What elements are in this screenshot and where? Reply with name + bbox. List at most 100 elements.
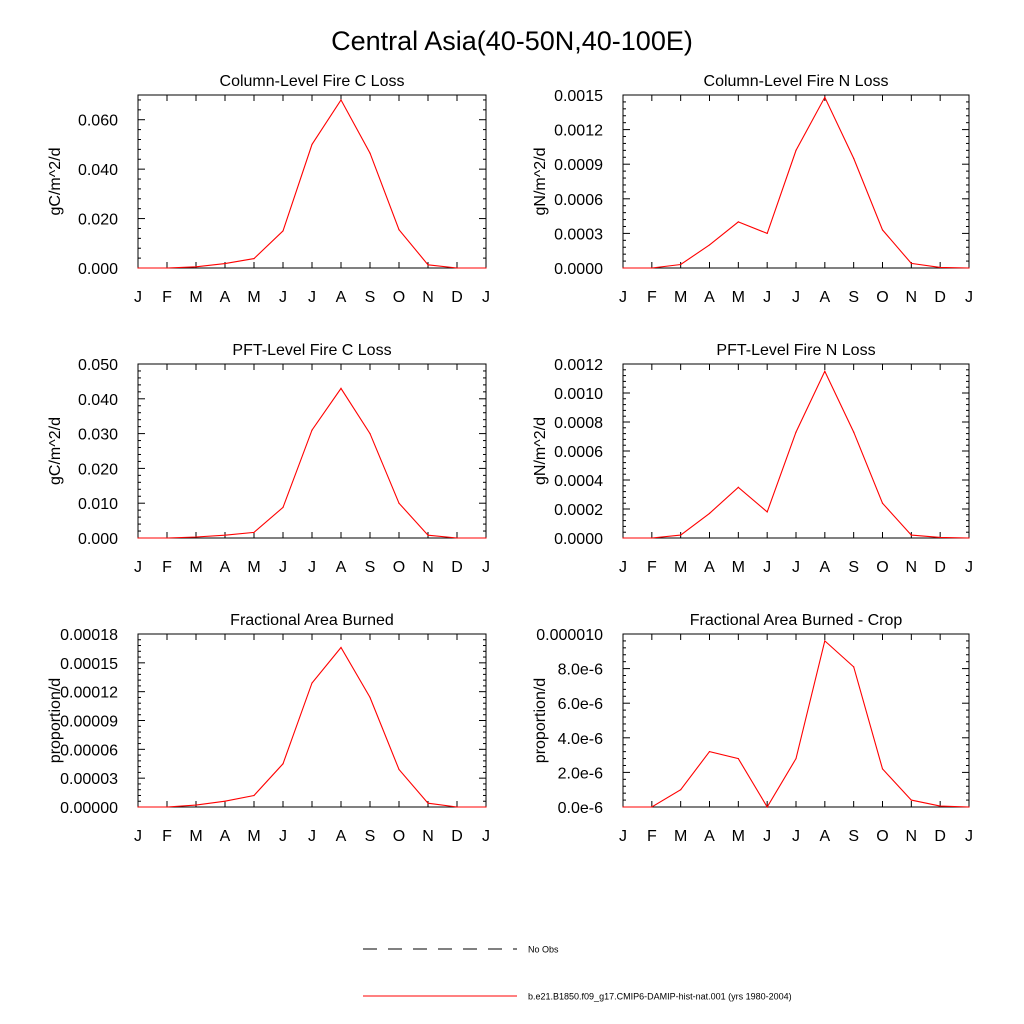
x-tick-label: J [134, 559, 142, 576]
legend-label-1: No Obs [528, 945, 559, 955]
y-tick-label: 0.040 [78, 162, 118, 179]
data-point [253, 794, 255, 797]
data-point [737, 486, 739, 488]
x-tick-label: N [906, 289, 918, 306]
data-point [282, 230, 284, 232]
y-axis-label: gC/m^2/d [47, 417, 64, 485]
x-tick-label: O [393, 559, 405, 576]
y-tick-label: 6.0e-6 [558, 696, 603, 713]
data-point [311, 143, 313, 146]
x-tick-label: J [792, 828, 800, 845]
data-point [680, 534, 682, 536]
data-point [398, 502, 400, 504]
y-tick-label: 0.00003 [60, 771, 118, 788]
data-point [166, 537, 168, 539]
y-tick-label: 0.0004 [554, 473, 603, 490]
data-point [427, 534, 429, 536]
y-tick-label: 0.000 [78, 261, 118, 278]
data-point [708, 512, 711, 514]
data-point [224, 534, 226, 536]
x-tick-label: J [308, 289, 316, 306]
x-tick-label: J [279, 828, 287, 845]
x-tick-label: J [965, 289, 973, 306]
x-tick-label: A [819, 289, 830, 306]
x-tick-label: M [247, 828, 260, 845]
x-tick-label: J [308, 828, 316, 845]
y-axis-label: gC/m^2/d [47, 148, 64, 216]
data-point [824, 640, 826, 642]
data-point [795, 431, 797, 433]
x-tick-label: S [365, 559, 376, 576]
data-point [910, 799, 912, 801]
x-tick-label: F [162, 828, 172, 845]
x-tick-label: D [451, 828, 463, 845]
y-tick-label: 0.0003 [554, 226, 603, 243]
x-tick-label: M [247, 289, 260, 306]
x-tick-label: A [704, 828, 715, 845]
y-tick-label: 0.0e-6 [558, 800, 603, 817]
data-point [427, 802, 429, 804]
x-tick-label: M [189, 289, 202, 306]
data-point [708, 244, 711, 246]
data-point [968, 806, 970, 808]
data-point [651, 537, 653, 539]
figure-title: Central Asia(40-50N,40-100E) [331, 26, 693, 56]
data-point [282, 506, 284, 508]
x-tick-label: A [336, 289, 347, 306]
x-tick-label: S [848, 559, 859, 576]
x-tick-label: N [422, 559, 434, 576]
data-point [651, 267, 653, 269]
panel-title: PFT-Level Fire N Loss [716, 342, 875, 359]
x-tick-label: M [247, 559, 260, 576]
x-tick-label: D [934, 828, 946, 845]
y-tick-label: 0.00015 [60, 656, 118, 673]
y-tick-label: 0.0010 [554, 386, 603, 403]
data-point [680, 263, 682, 266]
y-tick-label: 0.040 [78, 392, 118, 409]
data-point [195, 804, 197, 806]
y-tick-label: 0.0008 [554, 415, 603, 432]
data-point [939, 536, 941, 539]
panel-title: Column-Level Fire N Loss [704, 73, 889, 90]
data-point [680, 789, 682, 791]
data-point [485, 537, 487, 539]
y-tick-label: 0.000 [78, 531, 118, 548]
x-tick-label: A [704, 289, 715, 306]
x-tick-label: N [906, 559, 918, 576]
x-tick-label: N [422, 828, 434, 845]
data-point [622, 806, 624, 808]
x-tick-label: O [393, 828, 405, 845]
data-point [398, 229, 400, 231]
data-point [881, 502, 884, 504]
x-tick-label: J [965, 559, 973, 576]
data-point [766, 511, 768, 513]
y-tick-label: 0.020 [78, 212, 118, 229]
data-point [369, 152, 371, 154]
data-point [340, 646, 342, 649]
x-tick-label: A [220, 289, 231, 306]
data-point [766, 232, 768, 234]
data-point [651, 806, 653, 808]
x-tick-label: J [279, 289, 287, 306]
x-tick-label: M [674, 828, 687, 845]
data-point [968, 537, 970, 539]
x-tick-label: O [876, 828, 888, 845]
x-tick-label: N [422, 289, 434, 306]
panel-title: Column-Level Fire C Loss [220, 73, 405, 90]
x-tick-label: S [365, 289, 376, 306]
x-tick-label: O [876, 289, 888, 306]
y-axis-label: gN/m^2/d [532, 417, 549, 485]
data-point [795, 149, 797, 151]
data-point [456, 267, 458, 269]
y-tick-label: 0.00018 [60, 627, 118, 644]
panel-title: Fractional Area Burned - Crop [690, 612, 903, 629]
data-point [622, 537, 624, 539]
legend: No Obs b.e21.B1850.f09_g17.CMIP6-DAMIP-hi… [363, 945, 792, 1002]
data-point [737, 221, 739, 223]
data-point [137, 806, 139, 808]
data-point [881, 229, 884, 231]
